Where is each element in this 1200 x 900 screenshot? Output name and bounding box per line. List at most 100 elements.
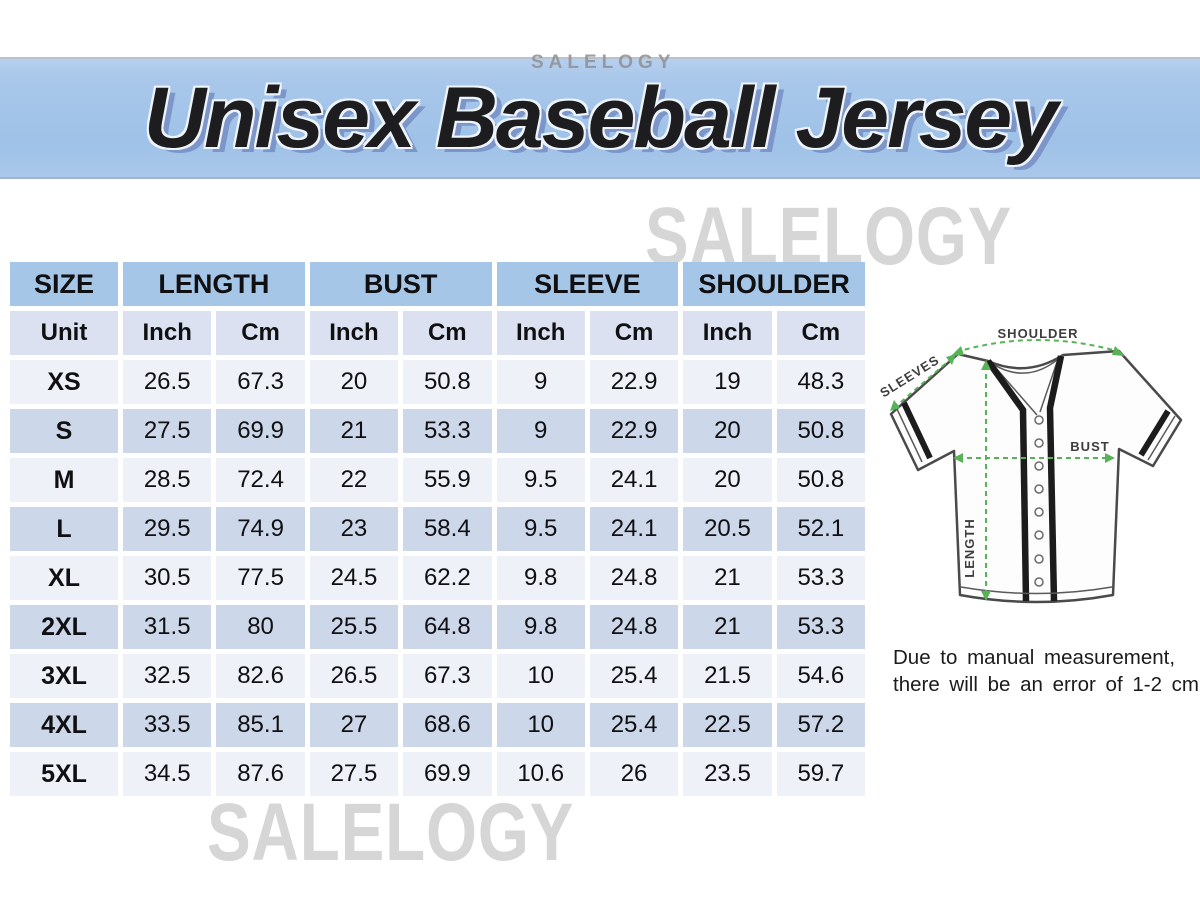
size-value: 72.4 (216, 458, 305, 502)
size-value: 50.8 (776, 458, 865, 502)
size-value: 80 (216, 605, 305, 649)
page-title: Unisex Baseball Jersey (143, 69, 1058, 166)
size-value: 64.8 (403, 605, 492, 649)
measure-arrowheads (890, 346, 1125, 601)
size-label-xs: XS (10, 360, 118, 404)
vneck-line-left (994, 366, 1038, 416)
watermark-bottom: SALELOGY (207, 787, 575, 878)
size-value: 58.4 (403, 507, 492, 551)
size-label-s: S (10, 409, 118, 453)
cuff-stripe-left (901, 401, 933, 460)
label-bust: BUST (1070, 439, 1109, 454)
shoulder-arrow-line (955, 339, 1121, 353)
cuff-stripe-right (1138, 409, 1171, 457)
size-value: 24.5 (309, 556, 399, 600)
size-value: 21.5 (683, 654, 772, 698)
size-value: 9 (496, 409, 585, 453)
size-value: 50.8 (403, 360, 492, 404)
size-value: 19 (683, 360, 772, 404)
size-value: 24.8 (589, 556, 679, 600)
size-value: 69.9 (403, 752, 492, 796)
size-value: 25.5 (309, 605, 399, 649)
size-value: 52.1 (776, 507, 865, 551)
collar-inner-line (987, 354, 1064, 374)
size-value: 57.2 (776, 703, 865, 747)
size-value: 69.9 (216, 409, 305, 453)
size-value: 33.5 (123, 703, 212, 747)
size-value: 10.6 (496, 752, 585, 796)
size-value: 9.8 (496, 605, 585, 649)
unit-cell: Cm (403, 311, 492, 355)
size-value: 21 (683, 605, 772, 649)
size-value: 24.1 (589, 458, 679, 502)
size-value: 9.5 (496, 458, 585, 502)
column-header-size: SIZE (10, 262, 118, 306)
size-value: 20 (683, 458, 772, 502)
size-label-xl: XL (10, 556, 118, 600)
size-value: 32.5 (123, 654, 212, 698)
size-value: 54.6 (776, 654, 865, 698)
size-value: 27.5 (309, 752, 399, 796)
placket-stripe-right (1046, 355, 1065, 602)
placket-stripe-left (985, 359, 1030, 602)
size-value: 26.5 (309, 654, 399, 698)
size-value: 27.5 (123, 409, 212, 453)
size-value: 20 (309, 360, 399, 404)
unit-cell: Cm (776, 311, 865, 355)
size-value: 22.5 (683, 703, 772, 747)
size-value: 27 (309, 703, 399, 747)
unit-cell: Inch (309, 311, 399, 355)
size-value: 74.9 (216, 507, 305, 551)
cuff-line-left (896, 408, 923, 463)
title-banner: Unisex Baseball Jersey (0, 57, 1200, 179)
size-value: 20 (683, 409, 772, 453)
unit-cell: Inch (683, 311, 772, 355)
size-value: 67.3 (403, 654, 492, 698)
measurement-note-line2: there will be an error of 1-2 cm. (893, 673, 1200, 697)
size-value: 82.6 (216, 654, 305, 698)
size-label-4xl: 4XL (10, 703, 118, 747)
size-label-2xl: 2XL (10, 605, 118, 649)
measure-arrows (893, 339, 1121, 596)
size-value: 30.5 (123, 556, 212, 600)
size-value: 23.5 (683, 752, 772, 796)
size-value: 21 (309, 409, 399, 453)
size-value: 22.9 (589, 409, 679, 453)
vneck-line-right (1039, 361, 1058, 413)
size-value: 26.5 (123, 360, 212, 404)
label-shoulder: SHOULDER (998, 326, 1079, 341)
column-header-sleeve: SLEEVE (496, 262, 679, 306)
sleeves-arrow-line (893, 357, 953, 409)
size-value: 23 (309, 507, 399, 551)
size-value: 87.6 (216, 752, 305, 796)
size-value: 25.4 (589, 703, 679, 747)
size-value: 31.5 (123, 605, 212, 649)
unit-cell: Cm (589, 311, 679, 355)
size-value: 48.3 (776, 360, 865, 404)
size-value: 10 (496, 654, 585, 698)
size-value: 77.5 (216, 556, 305, 600)
hem-line (960, 586, 1113, 595)
unit-cell: Inch (496, 311, 585, 355)
size-value: 26 (589, 752, 679, 796)
size-value: 53.3 (776, 556, 865, 600)
size-value: 21 (683, 556, 772, 600)
size-value: 25.4 (589, 654, 679, 698)
label-length: LENGTH (962, 518, 977, 577)
button-row (1034, 415, 1044, 587)
size-value: 85.1 (216, 703, 305, 747)
size-value: 29.5 (123, 507, 212, 551)
size-value: 10 (496, 703, 585, 747)
column-header-bust: BUST (309, 262, 492, 306)
size-value: 24.1 (589, 507, 679, 551)
unit-cell: Inch (123, 311, 212, 355)
size-value: 9.5 (496, 507, 585, 551)
size-value: 68.6 (403, 703, 492, 747)
jersey-measurement-diagram: SHOULDER SLEEVES BUST LENGTH (877, 326, 1183, 604)
size-value: 67.3 (216, 360, 305, 404)
size-value: 9.8 (496, 556, 585, 600)
column-header-shoulder: SHOULDER (683, 262, 865, 306)
size-value: 59.7 (776, 752, 865, 796)
measurement-note-line1: Due to manual measurement, (893, 646, 1176, 669)
